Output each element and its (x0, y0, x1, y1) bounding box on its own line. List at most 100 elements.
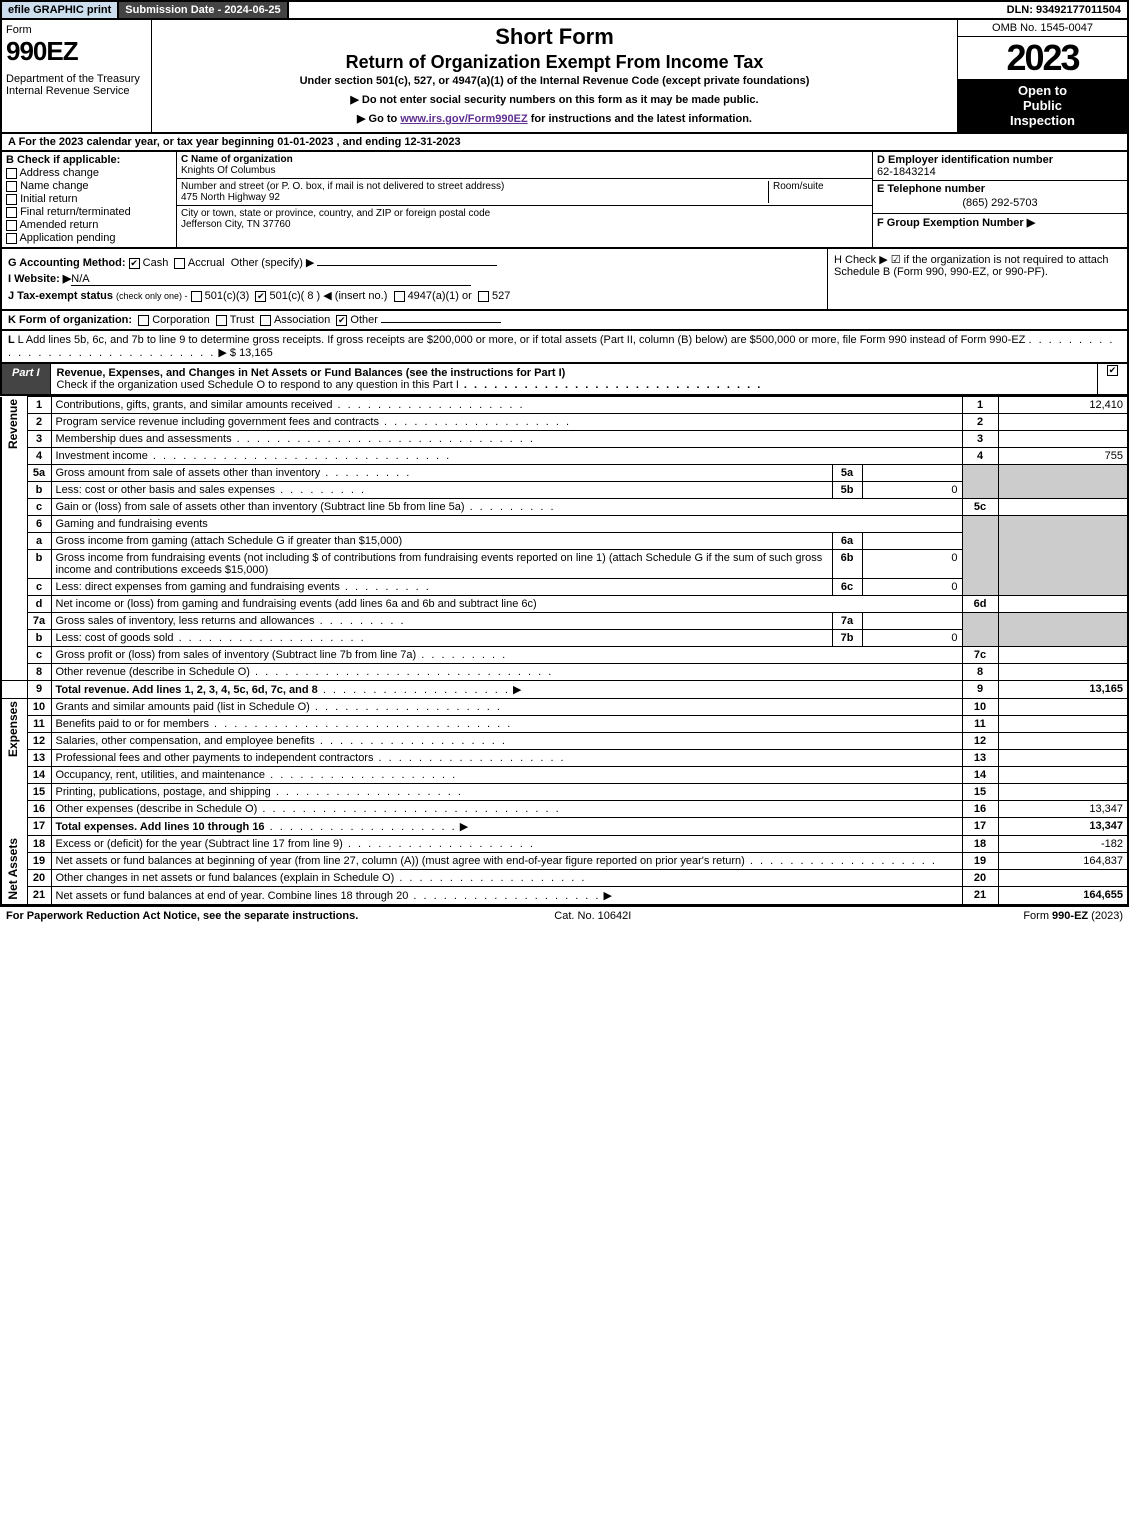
line18-value: -182 (998, 836, 1128, 853)
c-name-label: C Name of organization (181, 154, 293, 165)
chk-other-org[interactable] (336, 315, 347, 326)
line-1: Revenue 1 Contributions, gifts, grants, … (1, 397, 1128, 414)
line-6a: aGross income from gaming (attach Schedu… (1, 533, 1128, 550)
line-6d: dNet income or (loss) from gaming and fu… (1, 596, 1128, 613)
top-bar: efile GRAPHIC print Submission Date - 20… (0, 0, 1129, 20)
chk-amended[interactable]: Amended return (6, 219, 172, 231)
line9-total-revenue: 13,165 (998, 681, 1128, 699)
form-id-block: Form 990EZ Department of the Treasury In… (2, 20, 152, 132)
chk-trust[interactable] (216, 315, 227, 326)
line-7b: bLess: cost of goods sold 7b0 (1, 630, 1128, 647)
part1-header: Part I Revenue, Expenses, and Changes in… (0, 364, 1129, 396)
d-ein-label: D Employer identification number (877, 154, 1053, 166)
part1-title: Revenue, Expenses, and Changes in Net As… (57, 367, 566, 379)
form-header: Form 990EZ Department of the Treasury In… (0, 20, 1129, 134)
line-6b: bGross income from fundraising events (n… (1, 550, 1128, 579)
chk-initial-return[interactable]: Initial return (6, 193, 172, 205)
line-2: 2Program service revenue including gover… (1, 414, 1128, 431)
row-i-website: I Website: ▶N/A (8, 272, 821, 286)
section-bcdef: B Check if applicable: Address change Na… (0, 152, 1129, 249)
bullet-goto: ▶ Go to www.irs.gov/Form990EZ for instru… (160, 112, 949, 125)
bullet-ssn: ▶ Do not enter social security numbers o… (160, 93, 949, 106)
line-5a: 5aGross amount from sale of assets other… (1, 465, 1128, 482)
line-17: 17Total expenses. Add lines 10 through 1… (1, 818, 1128, 836)
row-j-tax-status: J Tax-exempt status (check only one) - 5… (8, 289, 821, 302)
line-7a: 7aGross sales of inventory, less returns… (1, 613, 1128, 630)
submission-date: Submission Date - 2024-06-25 (119, 2, 288, 18)
title-short-form: Short Form (160, 24, 949, 50)
part1-check-note: Check if the organization used Schedule … (57, 379, 459, 391)
irs-link[interactable]: www.irs.gov/Form990EZ (400, 113, 527, 125)
section-def: D Employer identification number 62-1843… (872, 152, 1127, 247)
omb-number: OMB No. 1545-0047 (958, 20, 1127, 37)
org-street: 475 North Highway 92 (181, 192, 280, 203)
line-19: 19Net assets or fund balances at beginni… (1, 853, 1128, 870)
chk-name-change[interactable]: Name change (6, 180, 172, 192)
row-l-gross-receipts: L L Add lines 5b, 6c, and 7b to line 9 t… (0, 331, 1129, 364)
footer-formno: Form 990-EZ (2023) (1023, 910, 1123, 922)
form-label: Form (6, 24, 147, 36)
section-c: C Name of organization Knights Of Columb… (177, 152, 872, 247)
phone-value: (865) 292-5703 (877, 195, 1123, 211)
line-18: Net Assets 18Excess or (deficit) for the… (1, 836, 1128, 853)
dln-label: DLN: 93492177011504 (1001, 2, 1127, 18)
line-15: 15Printing, publications, postage, and s… (1, 784, 1128, 801)
line-10: Expenses 10Grants and similar amounts pa… (1, 699, 1128, 716)
title-return: Return of Organization Exempt From Incom… (160, 52, 949, 73)
org-name: Knights Of Columbus (181, 165, 276, 176)
form-title-block: Short Form Return of Organization Exempt… (152, 20, 957, 132)
part1-table: Revenue 1 Contributions, gifts, grants, … (0, 396, 1129, 906)
line-4: 4Investment income 4755 (1, 448, 1128, 465)
dept-label: Department of the Treasury Internal Reve… (6, 73, 147, 97)
chk-assoc[interactable] (260, 315, 271, 326)
line-9: 9Total revenue. Add lines 1, 2, 3, 4, 5c… (1, 681, 1128, 699)
part1-schedule-o-check[interactable] (1107, 365, 1118, 376)
chk-final-return[interactable]: Final return/terminated (6, 206, 172, 218)
line-14: 14Occupancy, rent, utilities, and mainte… (1, 767, 1128, 784)
line19-value: 164,837 (998, 853, 1128, 870)
chk-accrual[interactable] (174, 258, 185, 269)
revenue-side-label: Revenue (6, 399, 20, 449)
line-20: 20Other changes in net assets or fund ba… (1, 870, 1128, 887)
line-6c: cLess: direct expenses from gaming and f… (1, 579, 1128, 596)
chk-cash[interactable] (129, 258, 140, 269)
line17-total-expenses: 13,347 (998, 818, 1128, 836)
line16-value: 13,347 (998, 801, 1128, 818)
chk-address-change[interactable]: Address change (6, 167, 172, 179)
part1-tab: Part I (2, 364, 51, 394)
line21-value: 164,655 (998, 887, 1128, 906)
line1-value: 12,410 (998, 397, 1128, 414)
chk-527[interactable] (478, 291, 489, 302)
line-12: 12Salaries, other compensation, and empl… (1, 733, 1128, 750)
section-b: B Check if applicable: Address change Na… (2, 152, 177, 247)
footer-catno: Cat. No. 10642I (554, 910, 631, 922)
chk-4947[interactable] (394, 291, 405, 302)
omb-year-block: OMB No. 1545-0047 2023 Open to Public In… (957, 20, 1127, 132)
chk-501c[interactable] (255, 291, 266, 302)
row-h-schedule-b: H Check ▶ ☑ if the organization is not r… (827, 249, 1127, 309)
subtitle: Under section 501(c), 527, or 4947(a)(1)… (160, 75, 949, 87)
c-city-label: City or town, state or province, country… (181, 208, 490, 219)
footer-paperwork: For Paperwork Reduction Act Notice, see … (6, 910, 358, 922)
line-7c: cGross profit or (loss) from sales of in… (1, 647, 1128, 664)
form-number: 990EZ (6, 36, 147, 67)
line-3: 3Membership dues and assessments 3 (1, 431, 1128, 448)
efile-print-button[interactable]: efile GRAPHIC print (2, 2, 119, 18)
f-group-label: F Group Exemption Number ▶ (877, 217, 1035, 229)
chk-pending[interactable]: Application pending (6, 232, 172, 244)
org-city: Jefferson City, TN 37760 (181, 219, 291, 230)
ein-value: 62-1843214 (877, 166, 936, 178)
tax-year: 2023 (958, 37, 1127, 79)
chk-corp[interactable] (138, 315, 149, 326)
line-13: 13Professional fees and other payments t… (1, 750, 1128, 767)
inspection-badge: Open to Public Inspection (958, 79, 1127, 132)
gross-receipts-amount: ▶ $ 13,165 (218, 347, 272, 359)
line-16: 16Other expenses (describe in Schedule O… (1, 801, 1128, 818)
line-6: 6Gaming and fundraising events (1, 516, 1128, 533)
page-footer: For Paperwork Reduction Act Notice, see … (0, 906, 1129, 925)
section-ghij: G Accounting Method: Cash Accrual Other … (0, 249, 1129, 311)
line-8: 8Other revenue (describe in Schedule O) … (1, 664, 1128, 681)
chk-501c3[interactable] (191, 291, 202, 302)
line-5c: cGain or (loss) from sale of assets othe… (1, 499, 1128, 516)
line-21: 21Net assets or fund balances at end of … (1, 887, 1128, 906)
